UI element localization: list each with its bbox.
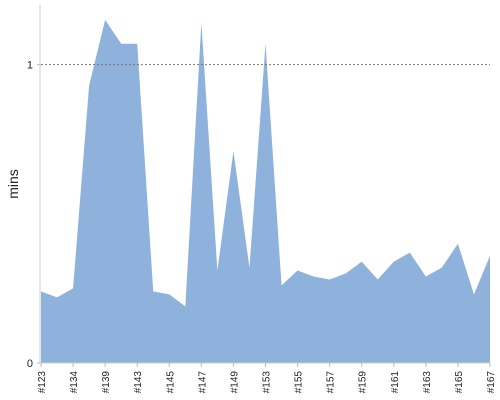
x-tick-label: #147 xyxy=(197,371,208,394)
area xyxy=(41,19,490,364)
x-tick-label: #161 xyxy=(390,371,401,394)
x-tick-label: #139 xyxy=(101,371,112,394)
y-tick-label: 0 xyxy=(27,358,33,370)
x-tick-label: #153 xyxy=(262,371,273,394)
x-tick-label: #159 xyxy=(358,371,369,394)
x-tick-label: #157 xyxy=(326,371,337,394)
x-tick-label: #149 xyxy=(229,371,240,394)
y-tick-label: 1 xyxy=(27,60,33,72)
y-axis-label: mins xyxy=(5,169,21,199)
x-tick-label: #123 xyxy=(37,371,48,394)
x-tick-label: #155 xyxy=(294,371,305,394)
x-tick-label: #165 xyxy=(454,371,465,394)
x-tick-label: #134 xyxy=(69,371,80,394)
x-tick-label: #145 xyxy=(165,371,176,394)
x-tick-label: #167 xyxy=(486,371,497,394)
x-tick-label: #163 xyxy=(422,371,433,394)
x-tick-label: #143 xyxy=(133,371,144,394)
